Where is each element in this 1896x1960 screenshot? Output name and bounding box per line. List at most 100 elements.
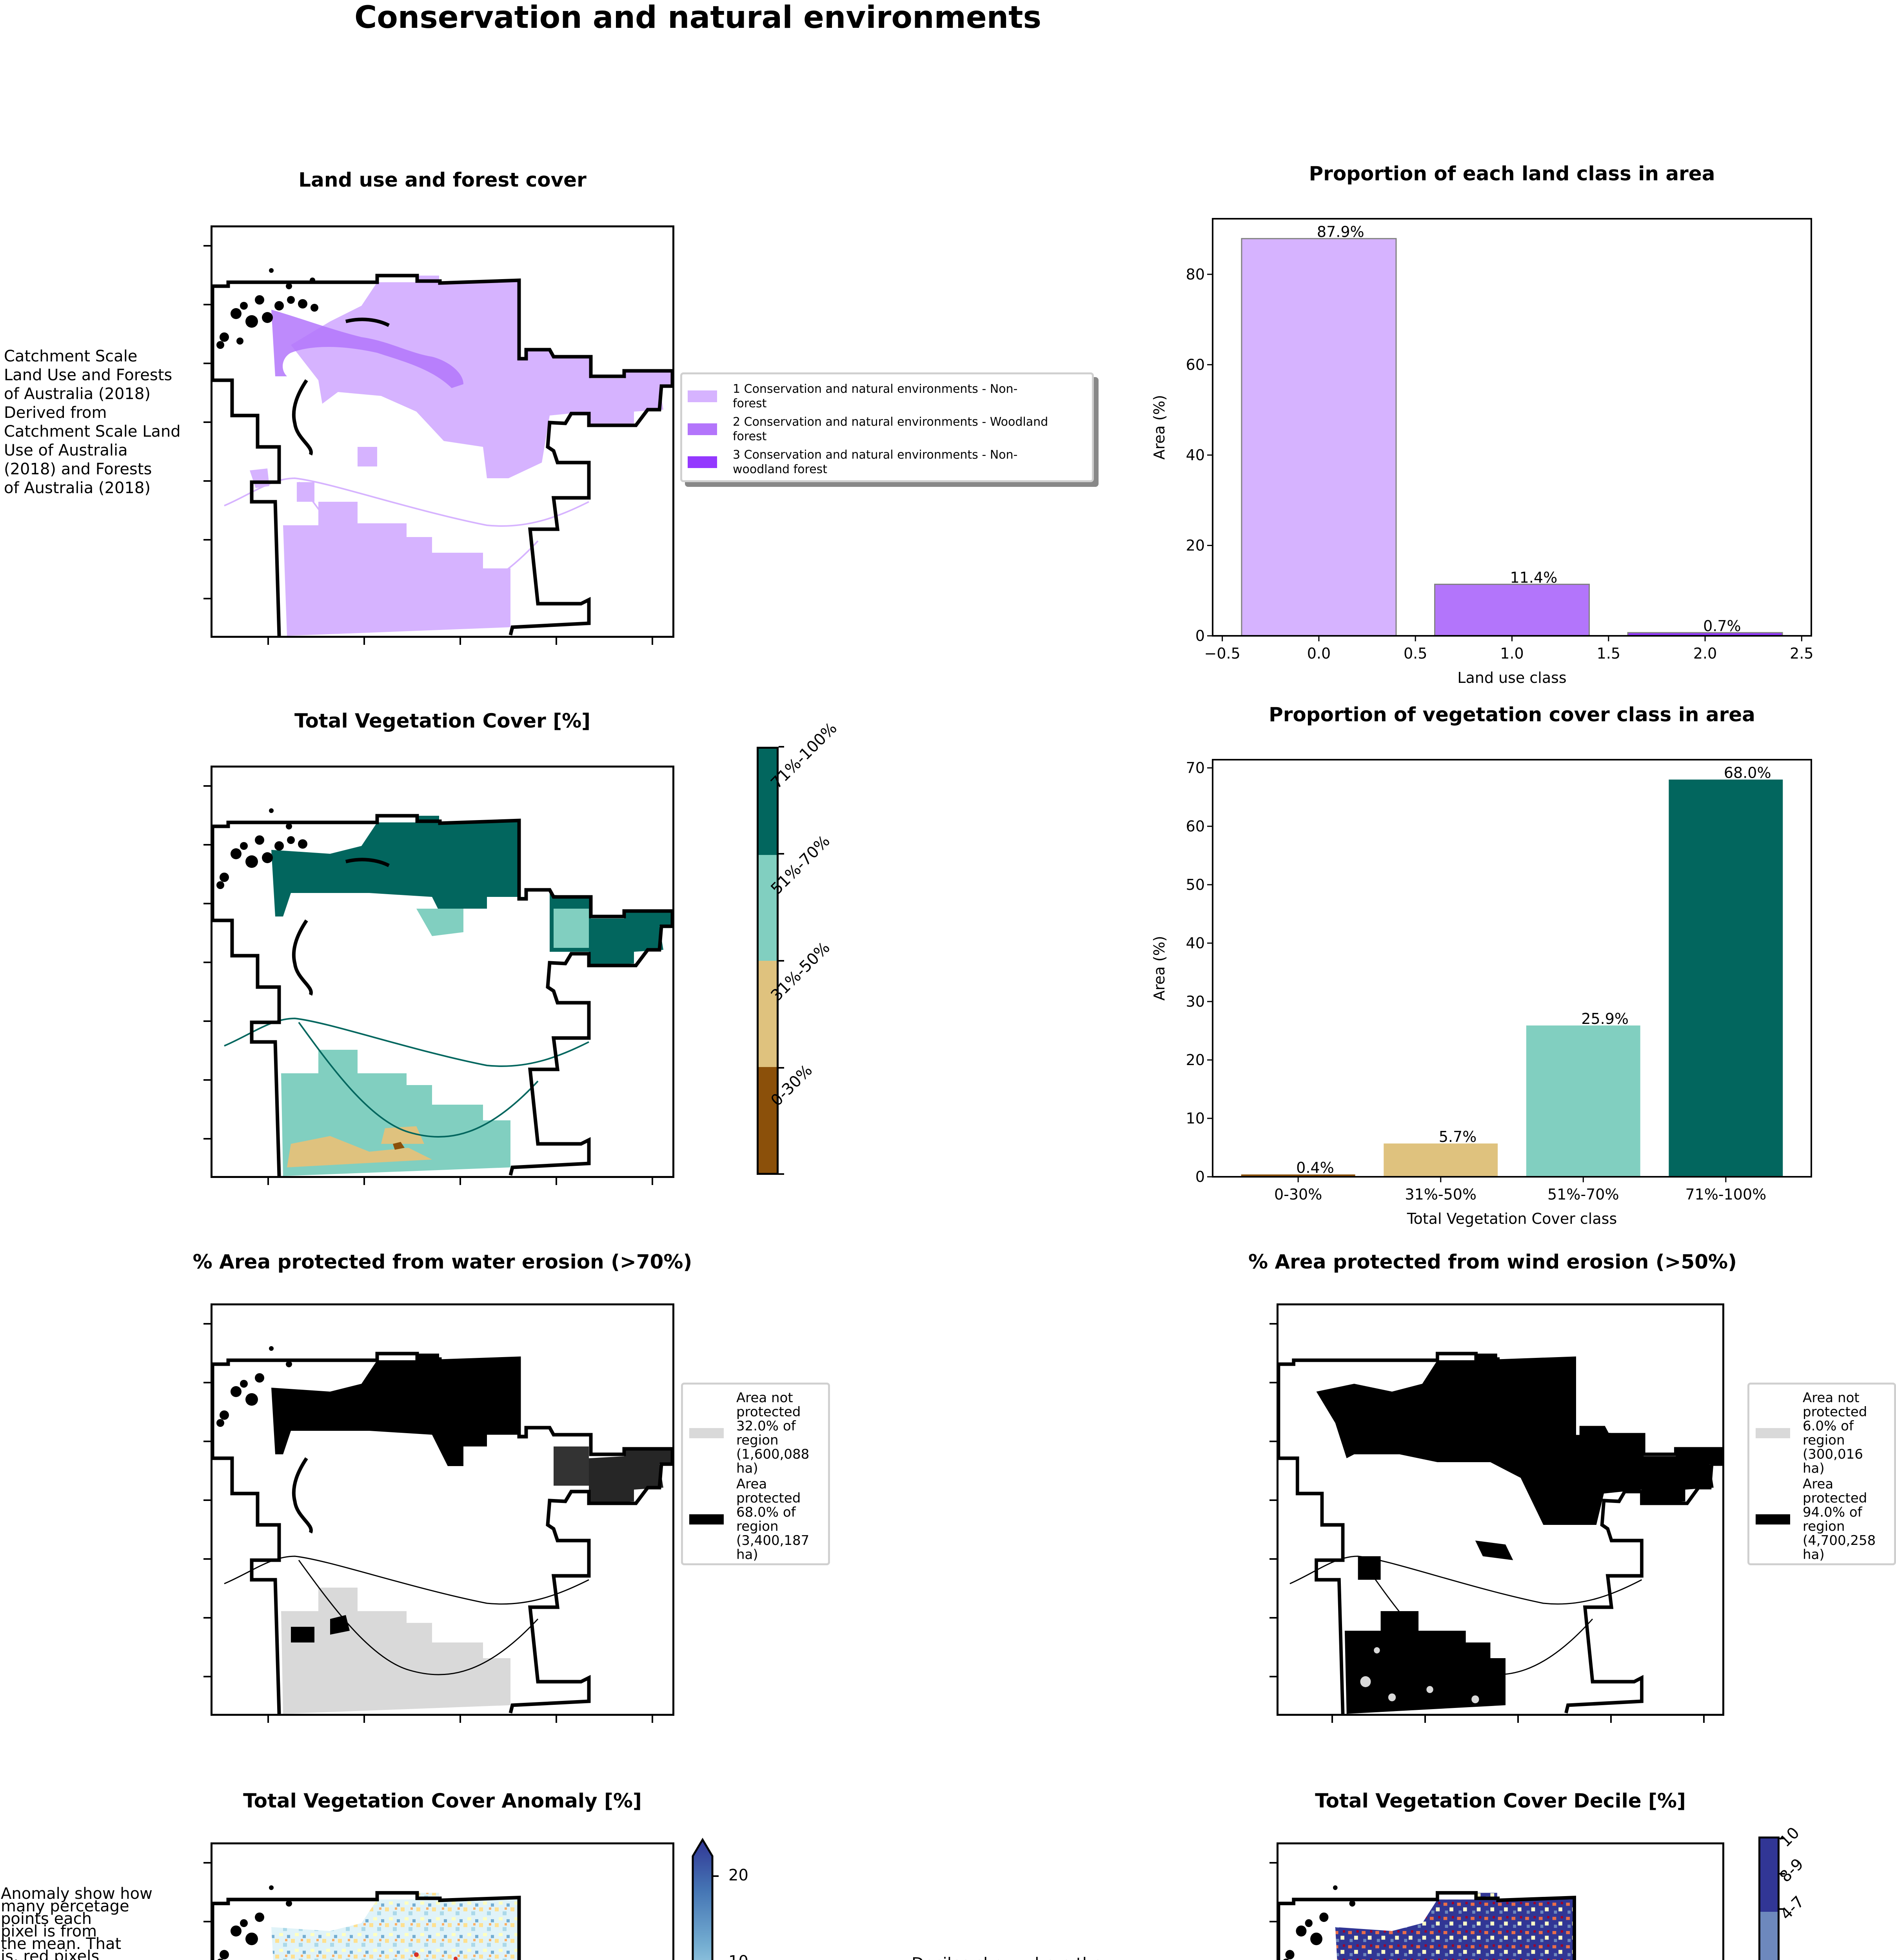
map-tick bbox=[203, 1382, 211, 1383]
map-tick bbox=[203, 1676, 211, 1677]
y-tick-label: 20 bbox=[1186, 537, 1205, 554]
map-tick bbox=[203, 1862, 211, 1864]
colorbar-label: 8-9 bbox=[1776, 1855, 1807, 1886]
map-tick bbox=[363, 638, 365, 645]
colorbar-segment-8-9 bbox=[1760, 1911, 1778, 1960]
map-tick bbox=[556, 1178, 557, 1185]
map-tick bbox=[1269, 1382, 1277, 1383]
map-tick bbox=[203, 1323, 211, 1325]
water-erosion-map bbox=[203, 1303, 674, 1723]
x-tick-label: 1.5 bbox=[1597, 645, 1620, 662]
legend-item: 2 Conservation and natural environments … bbox=[688, 413, 1086, 446]
bar-data-label: 0.4% bbox=[1296, 1159, 1334, 1176]
land-use-map bbox=[203, 225, 674, 645]
land-use-map-title: Land use and forest cover bbox=[298, 169, 587, 191]
map-tick bbox=[652, 638, 653, 645]
legend-swatch-not-protected bbox=[1756, 1428, 1790, 1438]
map-tick bbox=[203, 304, 211, 305]
legend-item: 1 Conservation and natural environments … bbox=[688, 380, 1086, 413]
x-tick-label: 71%-100% bbox=[1685, 1186, 1766, 1203]
x-tick-label: 0.0 bbox=[1307, 645, 1331, 662]
bar bbox=[1384, 1143, 1498, 1177]
map-tick bbox=[203, 903, 211, 904]
legend-item: Area not protected 32.0% of region (1,60… bbox=[687, 1390, 824, 1476]
y-tick-label: 70 bbox=[1186, 759, 1205, 777]
x-axis-label: Total Vegetation Cover class bbox=[1407, 1210, 1617, 1227]
colorbar-tick bbox=[779, 1173, 784, 1175]
legend-label: Area protected 94.0% of region (4,700,25… bbox=[1803, 1476, 1876, 1563]
map-tick bbox=[459, 638, 461, 645]
x-tick-label: 0-30% bbox=[1274, 1186, 1322, 1203]
map-tick bbox=[459, 1716, 461, 1723]
bar bbox=[1526, 1025, 1640, 1177]
colorbar-tick bbox=[1780, 1873, 1785, 1875]
veg-cover-colorbar: 71%-100% 51%-70% 31%-50% 0-30% bbox=[757, 719, 841, 1175]
y-tick-label: 30 bbox=[1186, 993, 1205, 1010]
colorbar-segment-0-30 bbox=[759, 1067, 777, 1173]
wind-erosion-map-title: % Area protected from wind erosion (>50%… bbox=[1248, 1250, 1737, 1273]
map-tick bbox=[203, 539, 211, 541]
bar-data-label: 25.9% bbox=[1581, 1010, 1629, 1027]
map-tick bbox=[203, 1921, 211, 1922]
map-tick bbox=[203, 962, 211, 963]
colorbar-segment-10 bbox=[1760, 1838, 1778, 1912]
colorbar-tick bbox=[779, 960, 784, 962]
colorbar-tick bbox=[1780, 1908, 1785, 1910]
bar bbox=[1669, 779, 1783, 1177]
legend-label: 1 Conservation and natural environments … bbox=[733, 382, 1018, 410]
map-tick bbox=[203, 480, 211, 482]
colorbar-tick bbox=[712, 1875, 719, 1877]
y-tick-label: 60 bbox=[1186, 818, 1205, 835]
bar-data-label: 5.7% bbox=[1439, 1128, 1477, 1145]
map-tick bbox=[203, 598, 211, 599]
legend-label: 3 Conservation and natural environments … bbox=[733, 448, 1018, 476]
map-tick bbox=[363, 1716, 365, 1723]
y-tick-label: 0 bbox=[1195, 627, 1205, 644]
y-axis-label: Area (%) bbox=[1151, 936, 1168, 1000]
colorbar-segment-51-70 bbox=[759, 855, 777, 961]
map-tick bbox=[1269, 1323, 1277, 1325]
map-tick bbox=[203, 1079, 211, 1081]
map-tick bbox=[1331, 1716, 1333, 1723]
map-tick bbox=[652, 1716, 653, 1723]
map-tick bbox=[203, 1138, 211, 1140]
page-title: Conservation and natural environments bbox=[354, 0, 1042, 35]
map-tick bbox=[1269, 1617, 1277, 1619]
x-tick-label: 1.0 bbox=[1500, 645, 1524, 662]
water-erosion-legend: Area not protected 32.0% of region (1,60… bbox=[681, 1383, 830, 1565]
legend-label: Area not protected 32.0% of region (1,60… bbox=[736, 1390, 810, 1476]
land-class-bar-chart: Proportion of each land class in area 87.… bbox=[1151, 162, 1814, 686]
decile-colorbar: 10 8-9 4-7 2-3 1 bbox=[1758, 1824, 1837, 1960]
bar bbox=[1434, 584, 1590, 637]
map-tick bbox=[652, 1178, 653, 1185]
y-axis-label: Area (%) bbox=[1151, 395, 1168, 459]
bar-data-label: 87.9% bbox=[1317, 223, 1364, 241]
bar-data-label: 68.0% bbox=[1724, 764, 1771, 782]
map-tick bbox=[556, 638, 557, 645]
legend-swatch-protected bbox=[1756, 1514, 1790, 1524]
anomaly-colorbar: 20 10 0 −10 −20 bbox=[691, 1837, 777, 1960]
land-use-legend: 1 Conservation and natural environments … bbox=[680, 372, 1094, 482]
colorbar-segment-31-50 bbox=[759, 961, 777, 1067]
map-tick bbox=[1269, 1676, 1277, 1677]
colorbar-tick bbox=[779, 1067, 784, 1069]
map-tick bbox=[1424, 1716, 1426, 1723]
x-tick-label: 31%-50% bbox=[1405, 1186, 1476, 1203]
x-tick-label: 0.5 bbox=[1404, 645, 1427, 662]
map-tick bbox=[267, 638, 269, 645]
map-tick bbox=[203, 1558, 211, 1560]
wind-erosion-legend: Area not protected 6.0% of region (300,0… bbox=[1747, 1383, 1896, 1565]
y-tick-label: 40 bbox=[1186, 446, 1205, 464]
colorbar-segment-71-100 bbox=[759, 749, 777, 855]
legend-swatch-non-forest bbox=[688, 390, 717, 402]
anomaly-description: Anomaly show how many percetage points e… bbox=[1, 1885, 153, 1960]
bar bbox=[1241, 1174, 1355, 1177]
map-tick bbox=[203, 1617, 211, 1619]
colorbar-label: 10 bbox=[1776, 1824, 1803, 1851]
veg-cover-map-canvas bbox=[211, 808, 674, 1176]
land-use-map-canvas bbox=[211, 268, 674, 636]
map-tick bbox=[1269, 1862, 1277, 1864]
anomaly-map-canvas bbox=[211, 1885, 521, 1960]
bar bbox=[1241, 238, 1397, 637]
x-tick-label: 2.0 bbox=[1693, 645, 1717, 662]
